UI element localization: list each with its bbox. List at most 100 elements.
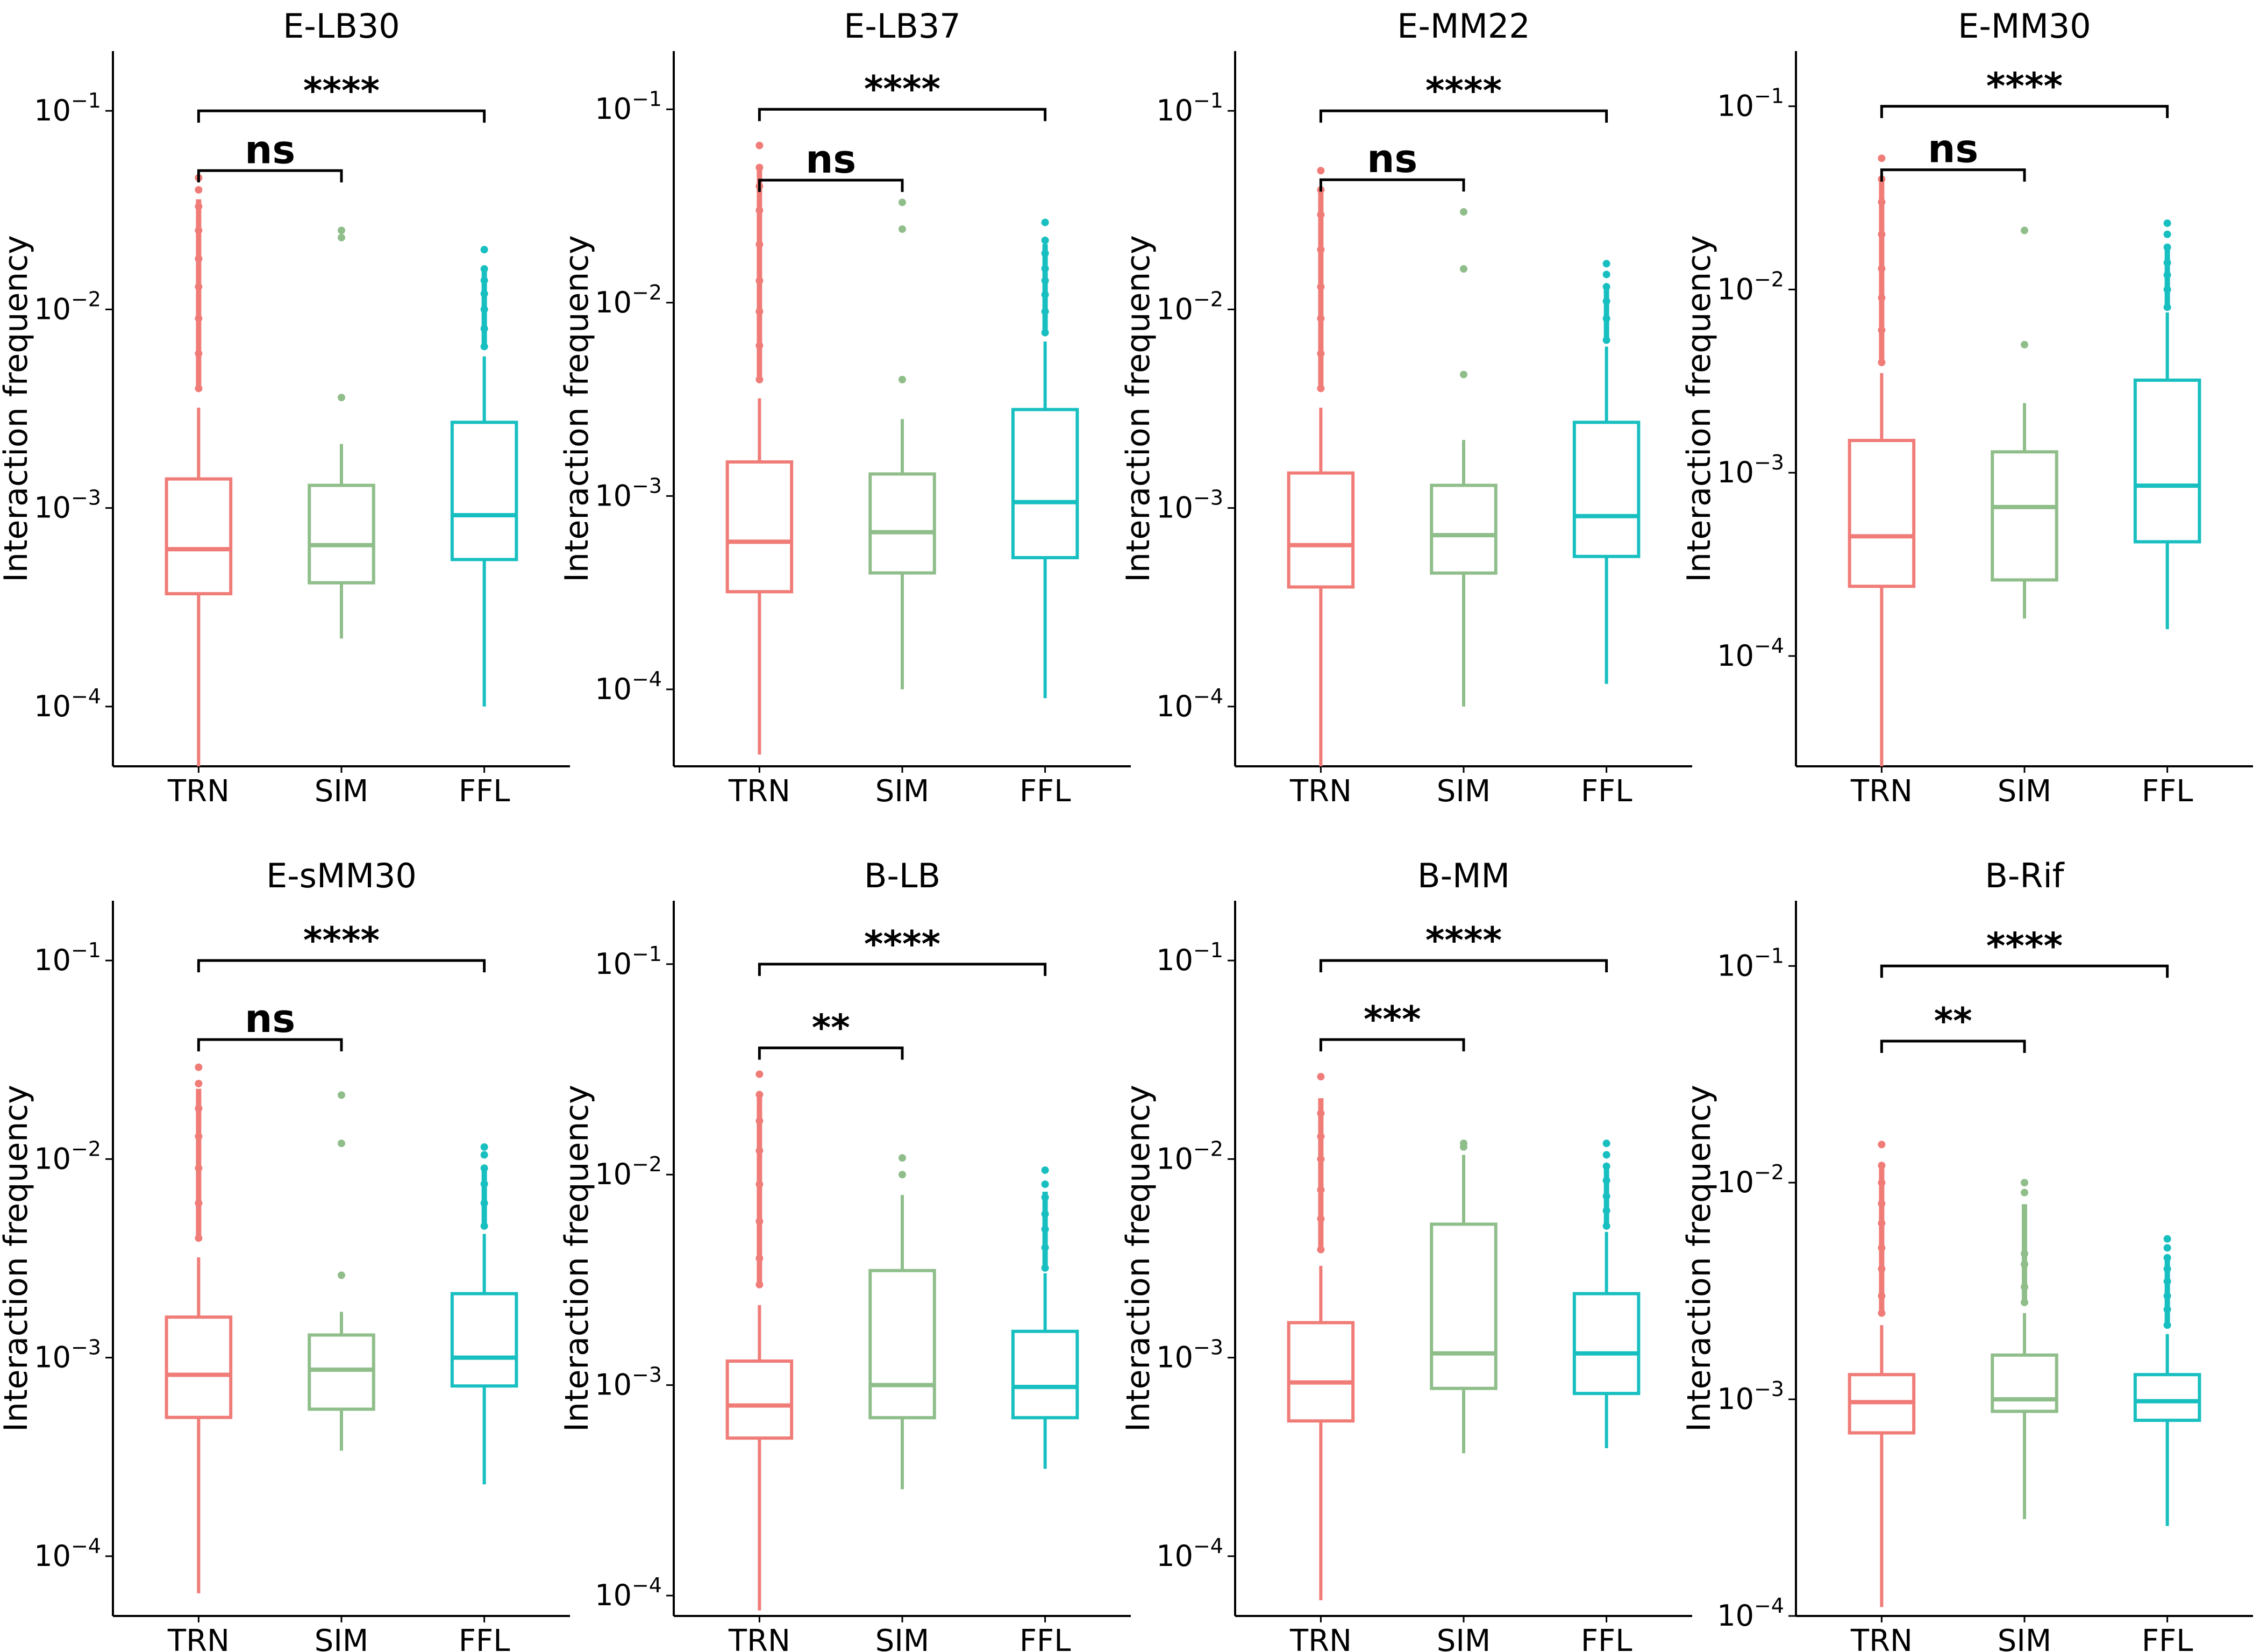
outlier-point	[1602, 1207, 1610, 1215]
outlier-point	[1317, 384, 1325, 393]
outlier-point	[1041, 276, 1049, 284]
significance-bracket: ***	[1319, 999, 1465, 1052]
outlier-point	[2163, 303, 2171, 311]
outlier-point	[755, 276, 764, 284]
y-tick-label: 10−3	[34, 1336, 101, 1375]
outlier-point	[338, 1140, 345, 1148]
x-tick-label: TRN	[728, 774, 790, 809]
significance-label: ****	[864, 923, 940, 966]
x-tick-label: TRN	[1289, 1623, 1352, 1652]
outlier-point	[338, 394, 345, 402]
outlier-point	[1602, 283, 1610, 291]
y-tick-label: 10−2	[595, 1152, 662, 1191]
outlier-point	[480, 265, 488, 273]
significance-label: ns	[245, 996, 295, 1041]
box-ffl	[2133, 219, 2201, 630]
x-tick-label: SIM	[875, 1623, 929, 1652]
outlier-point	[1602, 260, 1610, 268]
outlier-point	[480, 276, 488, 284]
outlier-point	[1317, 1109, 1325, 1117]
outlier-point	[1602, 1177, 1610, 1185]
significance-bracket: ns	[197, 127, 343, 183]
bracket-line	[758, 1046, 904, 1060]
outlier-point	[1878, 265, 1886, 273]
outlier-point	[755, 163, 764, 172]
box-ffl	[450, 1143, 518, 1485]
outlier-point	[1317, 167, 1325, 175]
outlier-point	[2021, 1283, 2028, 1291]
significance-label: ns	[1928, 126, 1978, 172]
y-tick-label: 10−1	[595, 87, 662, 126]
significance-label: ***	[1364, 999, 1421, 1041]
panel-title: E-MM30	[1958, 6, 2091, 46]
significance-bracket: ns	[758, 137, 904, 193]
box-sim	[1430, 208, 1498, 707]
box-trn	[725, 141, 794, 755]
outlier-point	[1878, 326, 1886, 334]
box-ffl	[1011, 218, 1079, 699]
bracket-line	[758, 108, 1047, 122]
box-trn	[1287, 167, 1355, 766]
iqr-box	[1011, 1329, 1079, 1420]
y-tick-label: 10−1	[1156, 89, 1223, 127]
outlier-point	[195, 255, 203, 263]
box-ffl	[1572, 260, 1641, 684]
y-tick-label: 10−4	[34, 685, 101, 723]
significance-bracket: ns	[1880, 126, 2026, 182]
outlier-point	[1041, 250, 1049, 258]
y-tick-label: 10−4	[1717, 1594, 1784, 1633]
outlier-point	[1041, 265, 1049, 273]
x-tick-label: FFL	[1581, 774, 1632, 809]
outlier-point	[1602, 1192, 1610, 1200]
outlier-point	[1878, 1179, 1886, 1187]
y-tick-label: 10−2	[1156, 287, 1223, 326]
iqr-box	[868, 472, 936, 575]
iqr-box	[308, 1333, 375, 1411]
x-tick-label: TRN	[1850, 1623, 1913, 1652]
outlier-point	[1602, 315, 1610, 323]
outlier-point	[338, 226, 345, 234]
outlier-point	[2163, 286, 2171, 294]
box-trn	[165, 174, 233, 766]
significance-bracket: **	[758, 1007, 904, 1060]
panel-title: E-LB30	[283, 6, 400, 46]
outlier-point	[755, 308, 764, 316]
outlier-point	[1317, 283, 1325, 291]
outlier-point	[1602, 1140, 1610, 1148]
outlier-point	[195, 202, 203, 210]
outlier-point	[1317, 1186, 1325, 1194]
bracket-line	[1880, 1039, 2026, 1053]
iqr-box	[165, 477, 233, 596]
outlier-point	[2163, 219, 2171, 227]
outlier-point	[195, 283, 203, 291]
bracket-line	[1319, 959, 1608, 973]
significance-bracket: ns	[197, 996, 343, 1052]
significance-bracket: ns	[1319, 136, 1465, 192]
significance-bracket: ****	[758, 68, 1047, 122]
outlier-point	[1878, 1309, 1886, 1317]
box-sim	[868, 198, 936, 689]
y-tick-label: 10−3	[1717, 1377, 1784, 1416]
y-tick-label: 10−3	[1717, 451, 1784, 489]
outlier-point	[195, 315, 203, 323]
outlier-point	[1602, 336, 1610, 344]
y-tick-label: 10−4	[1717, 634, 1784, 673]
outlier-point	[1878, 1162, 1886, 1170]
outlier-point	[2021, 340, 2028, 348]
iqr-box	[1991, 1353, 2058, 1413]
outlier-point	[1878, 1265, 1886, 1273]
iqr-box	[725, 460, 794, 594]
outlier-point	[195, 384, 203, 393]
y-tick-label: 10−1	[34, 89, 101, 127]
significance-label: **	[812, 1007, 850, 1050]
outlier-point	[755, 1070, 764, 1078]
significance-label: ****	[1986, 66, 2063, 108]
outlier-point	[480, 1164, 488, 1172]
outlier-point	[1317, 350, 1325, 358]
bracket-line	[1319, 1038, 1465, 1052]
outlier-point	[480, 1151, 488, 1159]
outlier-point	[480, 343, 488, 351]
outlier-point	[1041, 1210, 1049, 1218]
x-tick-label: FFL	[1581, 1623, 1632, 1652]
outlier-point	[480, 1180, 488, 1188]
